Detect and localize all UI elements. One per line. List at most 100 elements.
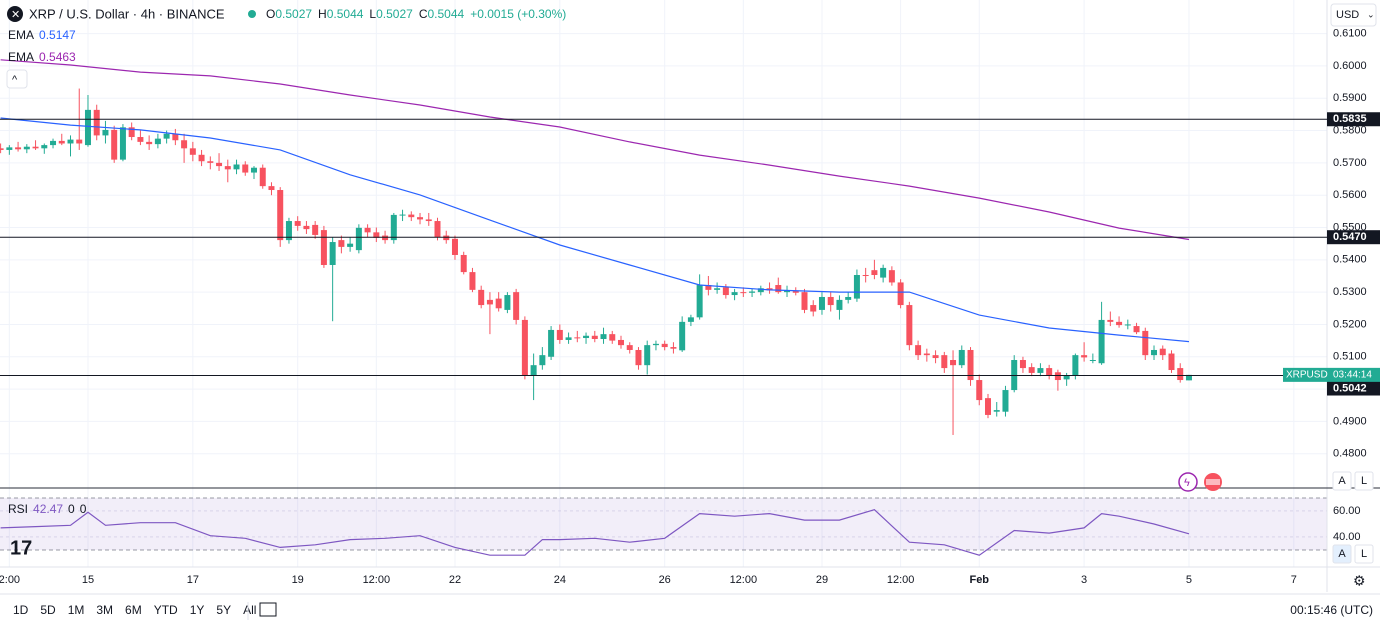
candle-body [1185,374,1192,381]
y-tick-label: 0.4900 [1333,415,1367,427]
range-button[interactable]: 5D [40,603,56,617]
candle-body [1151,349,1158,356]
candle-body [93,109,100,136]
range-button[interactable]: 6M [125,603,142,617]
candle-body [845,296,852,300]
range-button[interactable]: 3M [96,603,113,617]
scale-button[interactable] [1332,471,1352,491]
currency-label[interactable]: USD [1336,9,1359,21]
candle-body [1098,319,1105,364]
range-button[interactable]: All [243,603,256,617]
candle-body [277,190,284,241]
range-button[interactable]: 5Y [216,603,231,617]
range-button[interactable]: 1Y [190,603,205,617]
candle-body [1072,355,1079,376]
candle-body [285,221,292,241]
currency-button[interactable] [1330,3,1377,27]
candle-body [338,240,345,247]
range-button[interactable]: 1D [13,603,29,617]
x-tick-label: 26 [659,574,671,586]
indicator-legend: EMA 0.5147 EMA 0.5463 [8,28,76,64]
candle-body [696,285,703,318]
candle-body [818,296,825,310]
ema-legend: EMA 0.5463 [8,50,76,64]
ohlc-legend: O0.5027 H0.5044 L0.5027 C0.5044 +0.0015 (+0.… [266,7,566,21]
candle-body [1063,375,1070,380]
scale-button-label[interactable]: L [1361,548,1367,560]
rsi-line [0,509,1190,556]
collapse-icon[interactable]: ^ [12,74,18,86]
y-tick-label: 0.5200 [1333,318,1367,330]
y-tick-label: 0.5800 [1333,124,1367,136]
candle-body [591,335,598,339]
date-range-icon[interactable] [259,602,277,617]
candle-body [714,288,721,290]
candle-body [390,214,397,241]
ema-value: 0.5147 [39,28,76,42]
x-tick-label: 7 [1291,574,1297,586]
scale-button-label[interactable]: A [1338,548,1346,560]
ema-line [0,59,1190,241]
candle-body [661,343,668,348]
candle-body [583,335,590,339]
candle-body [906,305,913,346]
candle-body [967,349,974,381]
candle-body [853,275,860,299]
grid [0,0,1327,567]
candle-body [399,214,406,216]
y-tick-label: 0.5700 [1333,157,1367,169]
candle-body [382,235,389,241]
candle-body [1037,368,1044,373]
candle-body [207,161,214,163]
candle-body [1089,359,1096,361]
candle-body [460,254,467,273]
candle-body [617,339,624,346]
candle-body [626,345,633,350]
candle-body [652,343,659,346]
price-tag-box [1283,367,1380,382]
candle-body [548,329,555,357]
candle-body [172,133,179,141]
range-button[interactable]: YTD [154,603,178,617]
candle-body [451,238,458,255]
x-tick-label: Feb [969,574,989,586]
candle-body [425,219,432,222]
overlay: 0.61000.60000.59000.58000.57000.56000.55… [0,28,1380,586]
candle-body [478,289,485,306]
ohlc-value: 0.5027 [376,7,413,21]
candle-body [775,285,782,293]
scale-button[interactable] [1354,471,1374,491]
candle-body [862,275,869,277]
candle-body [574,337,581,339]
scale-button[interactable] [1354,544,1374,564]
events-glyph[interactable]: ϟ [1184,477,1190,489]
scale-button-label[interactable]: L [1361,475,1367,487]
candle-body [259,167,266,187]
candle-body [495,298,502,309]
y-tick-label: 0.5300 [1333,286,1367,298]
symbol-icon-glyph: ✕ [11,9,20,21]
candle-body [635,349,642,366]
range-button[interactable]: 1M [68,603,85,617]
candle-body [373,232,380,238]
candle-body [644,345,651,366]
settings-icon[interactable]: ⚙ [1353,573,1366,589]
events-icon[interactable] [1178,472,1198,492]
scale-button-label[interactable]: A [1338,475,1346,487]
candle-body [871,270,878,276]
rsi-readout: 0 [68,502,75,516]
scale-button[interactable] [1332,544,1352,564]
candle-body [1107,319,1114,322]
candle-body [181,140,188,149]
y-tick-label: 0.5900 [1333,92,1367,104]
candle-body [1133,326,1140,333]
bottom-toolbar: 1D 5D 1M 3M 6M YTD 1Y 5Y All [13,603,256,617]
price-label: 0.5835 [1333,113,1367,125]
currency-caret[interactable]: ⌄ [1367,9,1375,19]
collapse-button[interactable] [6,69,28,89]
candle-body [486,299,493,305]
candle-body [932,355,939,359]
candle-body [355,227,362,251]
candle-body [469,272,476,290]
ohlc-value: 0.5044 [427,7,464,21]
